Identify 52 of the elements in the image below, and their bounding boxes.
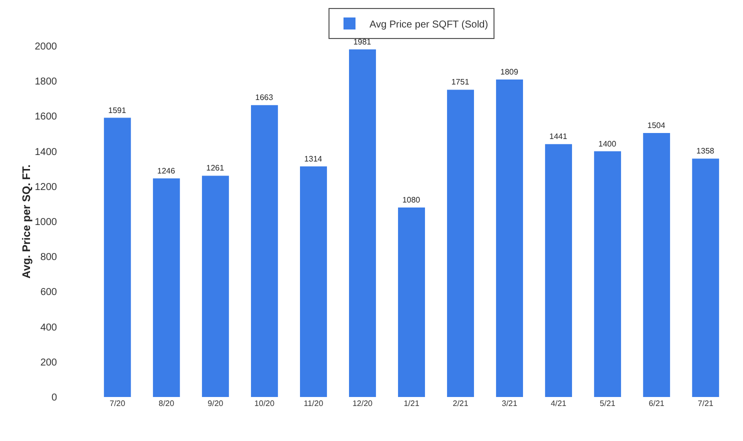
x-tick-label: 12/20 — [352, 399, 374, 408]
bar — [692, 158, 720, 397]
x-tick-label: 6/21 — [648, 399, 665, 408]
bar — [545, 144, 572, 397]
bar — [300, 166, 327, 397]
data-label: 1080 — [402, 195, 421, 204]
data-label: 1246 — [157, 166, 176, 176]
x-tick-label: 7/20 — [110, 399, 126, 408]
x-tick-label: 7/21 — [698, 399, 714, 408]
x-tick-label: 3/21 — [502, 399, 518, 408]
data-label: 1663 — [255, 93, 274, 102]
bar — [250, 105, 278, 397]
y-tick-label: 2000 — [34, 42, 58, 52]
bar — [496, 80, 524, 397]
bar — [202, 176, 229, 397]
data-label: 1809 — [500, 68, 519, 77]
bar — [152, 178, 180, 397]
y-tick-label: 0 — [51, 392, 58, 404]
data-label: 1591 — [108, 106, 127, 115]
data-label: 1441 — [549, 132, 568, 142]
x-tick-label: 1/21 — [404, 399, 420, 408]
y-tick-label: 200 — [40, 357, 58, 368]
data-label: 1504 — [647, 121, 666, 130]
x-tick-label: 5/21 — [600, 399, 616, 408]
x-tick-label: 2/21 — [452, 399, 469, 408]
y-tick-label: 1600 — [34, 112, 58, 123]
bar — [104, 118, 131, 397]
x-tick-label: 4/21 — [550, 399, 567, 408]
bar — [349, 49, 376, 397]
y-tick-label: 1000 — [34, 217, 58, 228]
data-label: 1751 — [451, 78, 470, 87]
data-label: 1261 — [206, 164, 225, 173]
y-tick-label: 1200 — [34, 182, 58, 193]
legend-label: Avg Price per SQFT (Sold) — [370, 19, 488, 30]
data-label: 1400 — [598, 139, 617, 148]
y-tick-label: 1400 — [34, 146, 58, 158]
y-tick-label: 1800 — [34, 76, 58, 88]
data-label: 1358 — [696, 146, 715, 156]
y-tick-label: 400 — [40, 322, 58, 334]
data-label: 1314 — [304, 154, 323, 164]
y-axis-title: Avg. Price per SQ. FT. — [20, 164, 33, 278]
x-tick-label: 9/20 — [208, 399, 224, 408]
x-tick-label: 8/20 — [158, 399, 175, 408]
x-tick-label: 11/20 — [304, 399, 324, 408]
data-label: 1981 — [353, 37, 372, 46]
x-tick-label: 10/20 — [254, 399, 276, 408]
bar — [398, 207, 425, 397]
bar — [594, 151, 622, 397]
bar — [643, 133, 670, 397]
bar — [447, 90, 474, 397]
y-tick-label: 800 — [40, 252, 58, 264]
y-tick-label: 600 — [40, 287, 58, 298]
